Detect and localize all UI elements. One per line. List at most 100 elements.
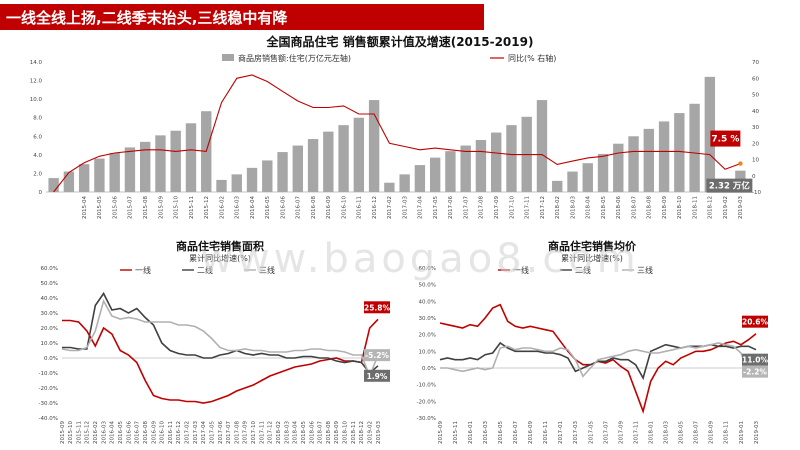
x-tick-label: 2017-02 bbox=[387, 196, 393, 219]
area-x-tick-label: 2017-03 bbox=[193, 421, 199, 444]
x-tick-label: 2015-06 bbox=[112, 196, 118, 219]
price-end-label-box bbox=[742, 365, 768, 378]
price-subtitle: 累计同比增速(%) bbox=[561, 253, 623, 263]
price-y-tick-label: 10.0% bbox=[419, 349, 436, 355]
sales-bar bbox=[460, 145, 471, 192]
x-tick-label: 2016-05 bbox=[265, 196, 271, 219]
sales-value-plot: 全国商品住宅 销售额累计值及增速(2015-2019) 商品房销售额:住宅(万亿元… bbox=[30, 34, 762, 219]
price-y-tick-label: 60.0% bbox=[419, 266, 436, 272]
x-tick-label: 2015-04 bbox=[82, 196, 88, 219]
price-y-tick-label: 40.0% bbox=[419, 299, 436, 305]
x-tick-label: 2017-04 bbox=[418, 196, 424, 219]
price-x-tick-label: 2019-01 bbox=[739, 421, 745, 444]
price-x-tick-label: 2015-11 bbox=[453, 421, 459, 444]
price-x-tick-label: 2016-11 bbox=[543, 421, 549, 444]
price-x-tick-label: 2016-03 bbox=[483, 421, 489, 444]
x-tick-label: 2017-10 bbox=[509, 196, 515, 219]
x-tick-label: 2017-12 bbox=[540, 196, 546, 219]
price-end-label: -2.2% bbox=[743, 368, 767, 377]
sales-bar bbox=[689, 103, 700, 192]
x-tick-label: 2015-10 bbox=[174, 196, 180, 219]
sales-bar bbox=[384, 182, 395, 192]
x-tick-label: 2016-07 bbox=[296, 196, 302, 219]
y-right-tick-label: 0 bbox=[752, 174, 756, 180]
area-x-tick-label: 2017-12 bbox=[268, 421, 274, 444]
x-tick-label: 2018-03 bbox=[570, 196, 576, 219]
y-right-tick-label: 40 bbox=[752, 109, 759, 115]
area-x-tick-label: 2016-11 bbox=[168, 421, 174, 444]
area-y-tick-label: 40.0% bbox=[41, 296, 58, 302]
x-tick-label: 2017-05 bbox=[433, 196, 439, 219]
sales-bar bbox=[323, 131, 334, 192]
area-legend-label: 一线 bbox=[135, 265, 151, 275]
sales-bar bbox=[506, 125, 517, 192]
sales-bar bbox=[262, 160, 273, 192]
x-tick-label: 2018-05 bbox=[601, 196, 607, 219]
x-tick-label: 2016-06 bbox=[280, 196, 286, 219]
area-subtitle: 累计同比增速(%) bbox=[189, 253, 251, 263]
area-x-tick-label: 2018-12 bbox=[359, 421, 365, 444]
sales-bar bbox=[582, 163, 593, 192]
area-y-tick-label: 10.0% bbox=[41, 341, 58, 347]
price-x-tick-label: 2018-01 bbox=[648, 421, 654, 444]
sales-bar bbox=[414, 165, 426, 192]
price-legend-label: 二线 bbox=[575, 265, 591, 275]
sales-bar bbox=[246, 167, 258, 192]
x-tick-label: 2017-08 bbox=[479, 196, 485, 219]
price-x-tick-label: 2018-05 bbox=[679, 421, 685, 444]
sales-bar bbox=[597, 153, 609, 192]
area-x-tick-label: 2018-04 bbox=[293, 421, 299, 444]
sales-bar bbox=[628, 136, 639, 192]
price-legend-label: 一线 bbox=[513, 265, 529, 275]
area-x-tick-label: 2016-04 bbox=[110, 421, 116, 444]
area-x-tick-label: 2018-08 bbox=[326, 421, 332, 444]
area-legend-label: 三线 bbox=[259, 265, 275, 275]
price-x-tick-label: 2018-11 bbox=[724, 421, 730, 444]
price-x-tick-label: 2016-07 bbox=[513, 421, 519, 444]
y-right-tick-label: -10 bbox=[752, 190, 761, 196]
x-tick-label: 2017-09 bbox=[494, 196, 500, 219]
sales-bar bbox=[674, 113, 685, 192]
sales-bar bbox=[368, 100, 380, 192]
x-tick-label: 2016-02 bbox=[219, 196, 225, 219]
y-left-tick-label: 8.0 bbox=[33, 116, 42, 122]
growth-line bbox=[53, 74, 741, 193]
area-x-tick-label: 2019-03 bbox=[376, 421, 382, 444]
price-legend-label: 三线 bbox=[637, 265, 653, 275]
price-end-label-box bbox=[742, 353, 768, 366]
price-x-tick-label: 2018-03 bbox=[664, 421, 670, 444]
area-y-tick-label: -40.0% bbox=[39, 416, 58, 422]
y-right-tick-label: 20 bbox=[752, 141, 759, 147]
x-tick-label: 2017-03 bbox=[402, 196, 408, 219]
sales-bar bbox=[94, 158, 105, 192]
y-left-tick-label: 0 bbox=[39, 190, 43, 196]
x-tick-label: 2018-02 bbox=[555, 196, 561, 219]
x-tick-label: 2018-11 bbox=[692, 196, 698, 219]
x-tick-label: 2019-03 bbox=[738, 196, 744, 219]
area-x-tick-label: 2015-12 bbox=[85, 421, 91, 444]
price-y-tick-label: 20.0% bbox=[419, 333, 436, 339]
y-left-tick-label: 4.0 bbox=[33, 153, 42, 159]
area-x-tick-label: 2018-09 bbox=[334, 421, 340, 444]
sales-bar bbox=[63, 171, 75, 192]
price-title: 商品住宅销售均价 bbox=[548, 239, 637, 253]
area-legend-label: 二线 bbox=[197, 265, 213, 275]
area-series-line bbox=[61, 298, 379, 379]
area-x-tick-label: 2017-04 bbox=[201, 421, 207, 444]
price-y-tick-label: 30.0% bbox=[419, 316, 436, 322]
x-tick-label: 2017-06 bbox=[448, 196, 454, 219]
area-x-tick-label: 2015-10 bbox=[68, 421, 74, 444]
sales-bar bbox=[475, 140, 487, 192]
area-x-tick-label: 2016-03 bbox=[101, 421, 107, 444]
x-tick-label: 2018-10 bbox=[677, 196, 683, 219]
price-y-tick-label: 0.0% bbox=[422, 366, 436, 372]
area-x-tick-label: 2016-09 bbox=[151, 421, 157, 444]
area-x-tick-label: 2016-08 bbox=[143, 421, 149, 444]
sales-bar bbox=[109, 153, 120, 192]
sales-callout-label: 2.32 万亿 bbox=[709, 181, 750, 192]
x-tick-label: 2018-04 bbox=[586, 196, 592, 219]
sales-bar bbox=[170, 130, 181, 192]
price-end-label: 20.6% bbox=[742, 318, 769, 327]
area-x-tick-label: 2018-05 bbox=[301, 421, 307, 444]
area-x-tick-label: 2016-06 bbox=[126, 421, 132, 444]
